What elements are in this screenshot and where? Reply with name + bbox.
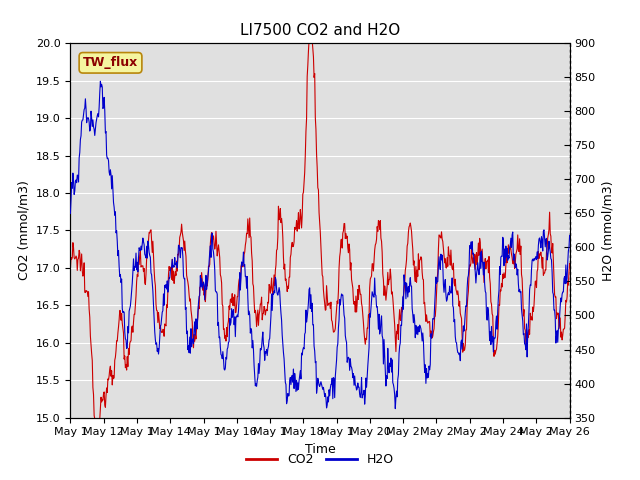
Y-axis label: CO2 (mmol/m3): CO2 (mmol/m3): [17, 180, 30, 280]
Text: TW_flux: TW_flux: [83, 56, 138, 69]
Legend: CO2, H2O: CO2, H2O: [241, 448, 399, 471]
Title: LI7500 CO2 and H2O: LI7500 CO2 and H2O: [240, 23, 400, 38]
Y-axis label: H2O (mmol/m3): H2O (mmol/m3): [601, 180, 614, 281]
X-axis label: Time: Time: [305, 443, 335, 456]
